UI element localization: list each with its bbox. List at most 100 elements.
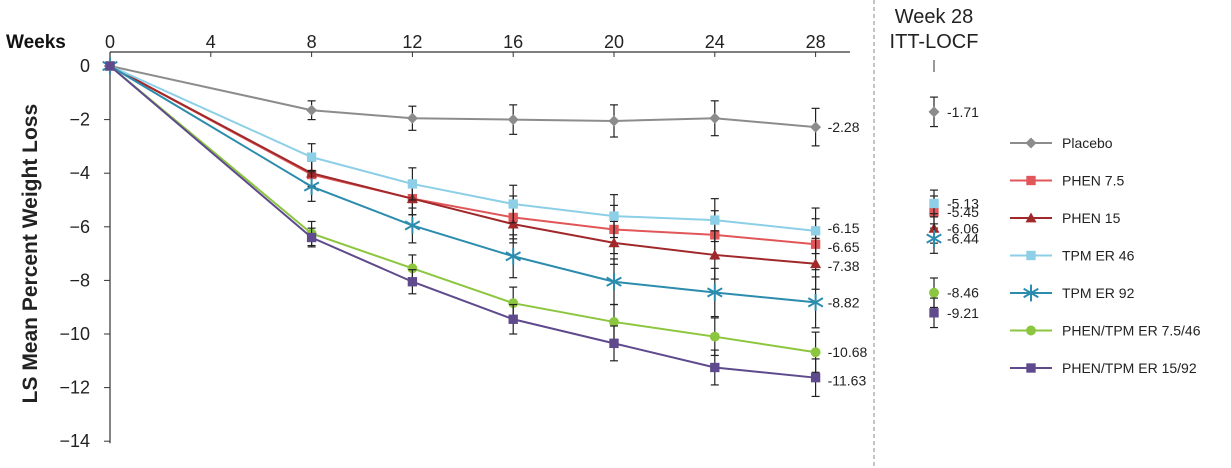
series-4: -8.82: [102, 57, 860, 329]
series-4-point-5-stroke-2: [706, 287, 723, 298]
legend-0-marker: [1025, 137, 1037, 149]
x-tick-label-8: 8: [307, 32, 317, 52]
y-tick-label-2: −4: [69, 163, 90, 183]
series-5-point-2: [407, 263, 418, 274]
legend-3-marker: [1026, 250, 1036, 261]
series-3-end-label: -6.15: [828, 220, 860, 236]
series-4-point-3-stroke-2: [505, 251, 522, 262]
series-6-point-4: [609, 338, 619, 349]
x-axis-title: Weeks: [6, 32, 66, 53]
y-tick-label-3: −6: [69, 217, 90, 237]
itt-4-point-stroke-2: [926, 233, 942, 244]
legend-5-label: PHEN/TPM ER 7.5/46: [1062, 323, 1201, 339]
legend-2-label: PHEN 15: [1062, 210, 1121, 226]
series-2: -7.38: [104, 60, 860, 290]
x-tick-label-4: 4: [206, 32, 216, 52]
y-tick-label-6: −12: [59, 378, 90, 398]
itt-0-point: [928, 106, 940, 118]
series-6-point-5: [710, 362, 720, 373]
series-6-point-2: [407, 277, 418, 287]
series-0: -2.28: [104, 60, 860, 147]
series-0-point-5: [709, 112, 721, 124]
x-tick-label-16: 16: [503, 32, 523, 52]
series-0-point-1: [306, 104, 318, 116]
y-tick-label-7: −14: [59, 431, 90, 451]
series-4-point-5: [706, 284, 723, 301]
series-0-end-label: -2.28: [828, 119, 860, 135]
y-tick-label-1: −2: [69, 110, 90, 130]
legend-4-marker-stroke-2: [1023, 287, 1039, 299]
series-6: -11.63: [105, 61, 866, 398]
series-0-point-3: [507, 114, 519, 126]
series-3-point-2: [407, 179, 418, 189]
series-3-point-1: [306, 152, 317, 162]
x-tick-label-24: 24: [705, 32, 725, 52]
x-tick-label-20: 20: [604, 32, 624, 52]
itt-1-label: -5.45: [947, 204, 979, 220]
series-3-point-5: [710, 215, 720, 225]
series-3-point-3: [508, 199, 518, 209]
series-2-point-3: [507, 218, 519, 229]
legend: Placebo PHEN 7.5 PHEN 15 TPM ER 46 TPM ER 92…: [1010, 135, 1201, 376]
series-4-end-label: -8.82: [828, 294, 860, 310]
series-4-point-2: [404, 217, 421, 234]
axes: 0 4 8 12 16 20 24 28 Weeks 0 −2 −4 −6 −8 −10 −12 −14 LS M…: [6, 0, 978, 468]
legend-6-marker: [1026, 363, 1036, 373]
itt-6-point: [929, 308, 939, 318]
x-tick-label-0: 0: [105, 32, 115, 52]
series-4-point-4: [606, 273, 622, 291]
series-6-point-0: [105, 61, 115, 71]
series-5-point-6: [810, 347, 821, 358]
series-layer: -2.28 -6.65 -7.38 -6.15 -8.82 -10.68 -11.63: [102, 57, 868, 398]
legend-5-marker: [1026, 325, 1036, 336]
series-5-point-3: [508, 298, 519, 309]
series-6-point-1: [306, 232, 317, 243]
itt-4-point: [926, 230, 942, 247]
series-4-line: [109, 65, 816, 304]
series-0-point-6: [810, 121, 822, 133]
series-3-point-6: [810, 226, 821, 236]
itt-2-label: -6.06: [947, 220, 979, 236]
itt-header-line-1: Week 28: [895, 6, 974, 28]
series-5-end-label: -10.68: [828, 344, 868, 360]
series-2-point-6: [810, 258, 822, 269]
series-4-point-2-stroke-2: [404, 220, 421, 231]
series-4-point-6-stroke-2: [807, 297, 824, 308]
series-4-point-3: [505, 247, 522, 265]
legend-2-marker: [1025, 212, 1037, 223]
itt-endpoint-layer: -1.71 -5.45-6.06 -5.13 -6.44 -8.46 -9.21: [926, 96, 979, 329]
legend-4-marker: [1023, 284, 1039, 302]
series-2-point-5: [709, 249, 721, 260]
series-2-point-4: [608, 237, 620, 248]
legend-1-label: PHEN 7.5: [1062, 173, 1124, 189]
series-1-end-label: -6.65: [828, 239, 860, 255]
series-3: -6.15: [105, 61, 860, 255]
series-5-line: [109, 65, 816, 354]
series-3-point-4: [609, 211, 619, 221]
series-4-point-1: [303, 178, 320, 195]
series-5-point-4: [609, 316, 619, 327]
itt-3-point: [929, 198, 939, 209]
itt-4-label: -6.44: [947, 231, 979, 247]
itt-5-point: [929, 287, 939, 298]
series-4-point-1-stroke-2: [303, 181, 320, 192]
y-tick-label-5: −10: [59, 324, 90, 344]
series-6-point-6: [810, 373, 821, 383]
x-tick-label-28: 28: [806, 32, 826, 52]
y-axis-title: LS Mean Percent Weight Loss: [19, 104, 42, 404]
y-tick-label-0: 0: [80, 56, 90, 76]
series-2-end-label: -7.38: [828, 258, 860, 274]
itt-header-line-2: ITT-LOCF: [890, 31, 979, 53]
series-4-point-6: [807, 293, 824, 311]
legend-3-label: TPM ER 46: [1062, 248, 1135, 264]
series-4-point-4-stroke-2: [606, 276, 622, 287]
itt-0-label: -1.71: [947, 104, 979, 120]
series-6-point-3: [508, 314, 518, 324]
legend-6-label: PHEN/TPM ER 15/92: [1062, 360, 1197, 376]
itt-6-label: -9.21: [947, 305, 979, 321]
series-1: -6.65: [105, 61, 860, 271]
series-5-point-5: [709, 331, 720, 342]
itt-3-label: -5.13: [947, 195, 979, 211]
legend-1-marker: [1026, 175, 1036, 186]
